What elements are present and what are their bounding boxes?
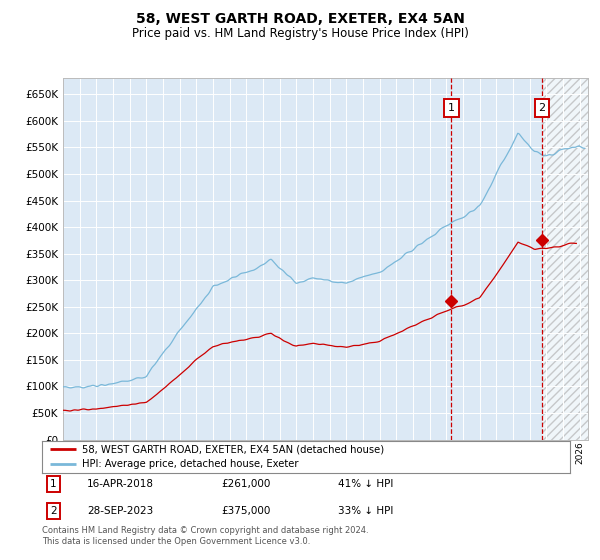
Text: 2: 2 [50,506,57,516]
Text: 28-SEP-2023: 28-SEP-2023 [87,506,153,516]
Text: 58, WEST GARTH ROAD, EXETER, EX4 5AN (detached house): 58, WEST GARTH ROAD, EXETER, EX4 5AN (de… [82,445,384,455]
Text: 16-APR-2018: 16-APR-2018 [87,479,154,489]
Text: Price paid vs. HM Land Registry's House Price Index (HPI): Price paid vs. HM Land Registry's House … [131,27,469,40]
Text: £261,000: £261,000 [221,479,271,489]
Text: 1: 1 [448,102,455,113]
Text: 2: 2 [538,102,545,113]
Text: £375,000: £375,000 [221,506,271,516]
Text: Contains HM Land Registry data © Crown copyright and database right 2024.
This d: Contains HM Land Registry data © Crown c… [42,526,368,546]
Text: 33% ↓ HPI: 33% ↓ HPI [338,506,393,516]
Text: HPI: Average price, detached house, Exeter: HPI: Average price, detached house, Exet… [82,459,298,469]
Text: 41% ↓ HPI: 41% ↓ HPI [338,479,393,489]
Bar [542,78,588,440]
Text: 58, WEST GARTH ROAD, EXETER, EX4 5AN: 58, WEST GARTH ROAD, EXETER, EX4 5AN [136,12,464,26]
Text: 1: 1 [50,479,57,489]
